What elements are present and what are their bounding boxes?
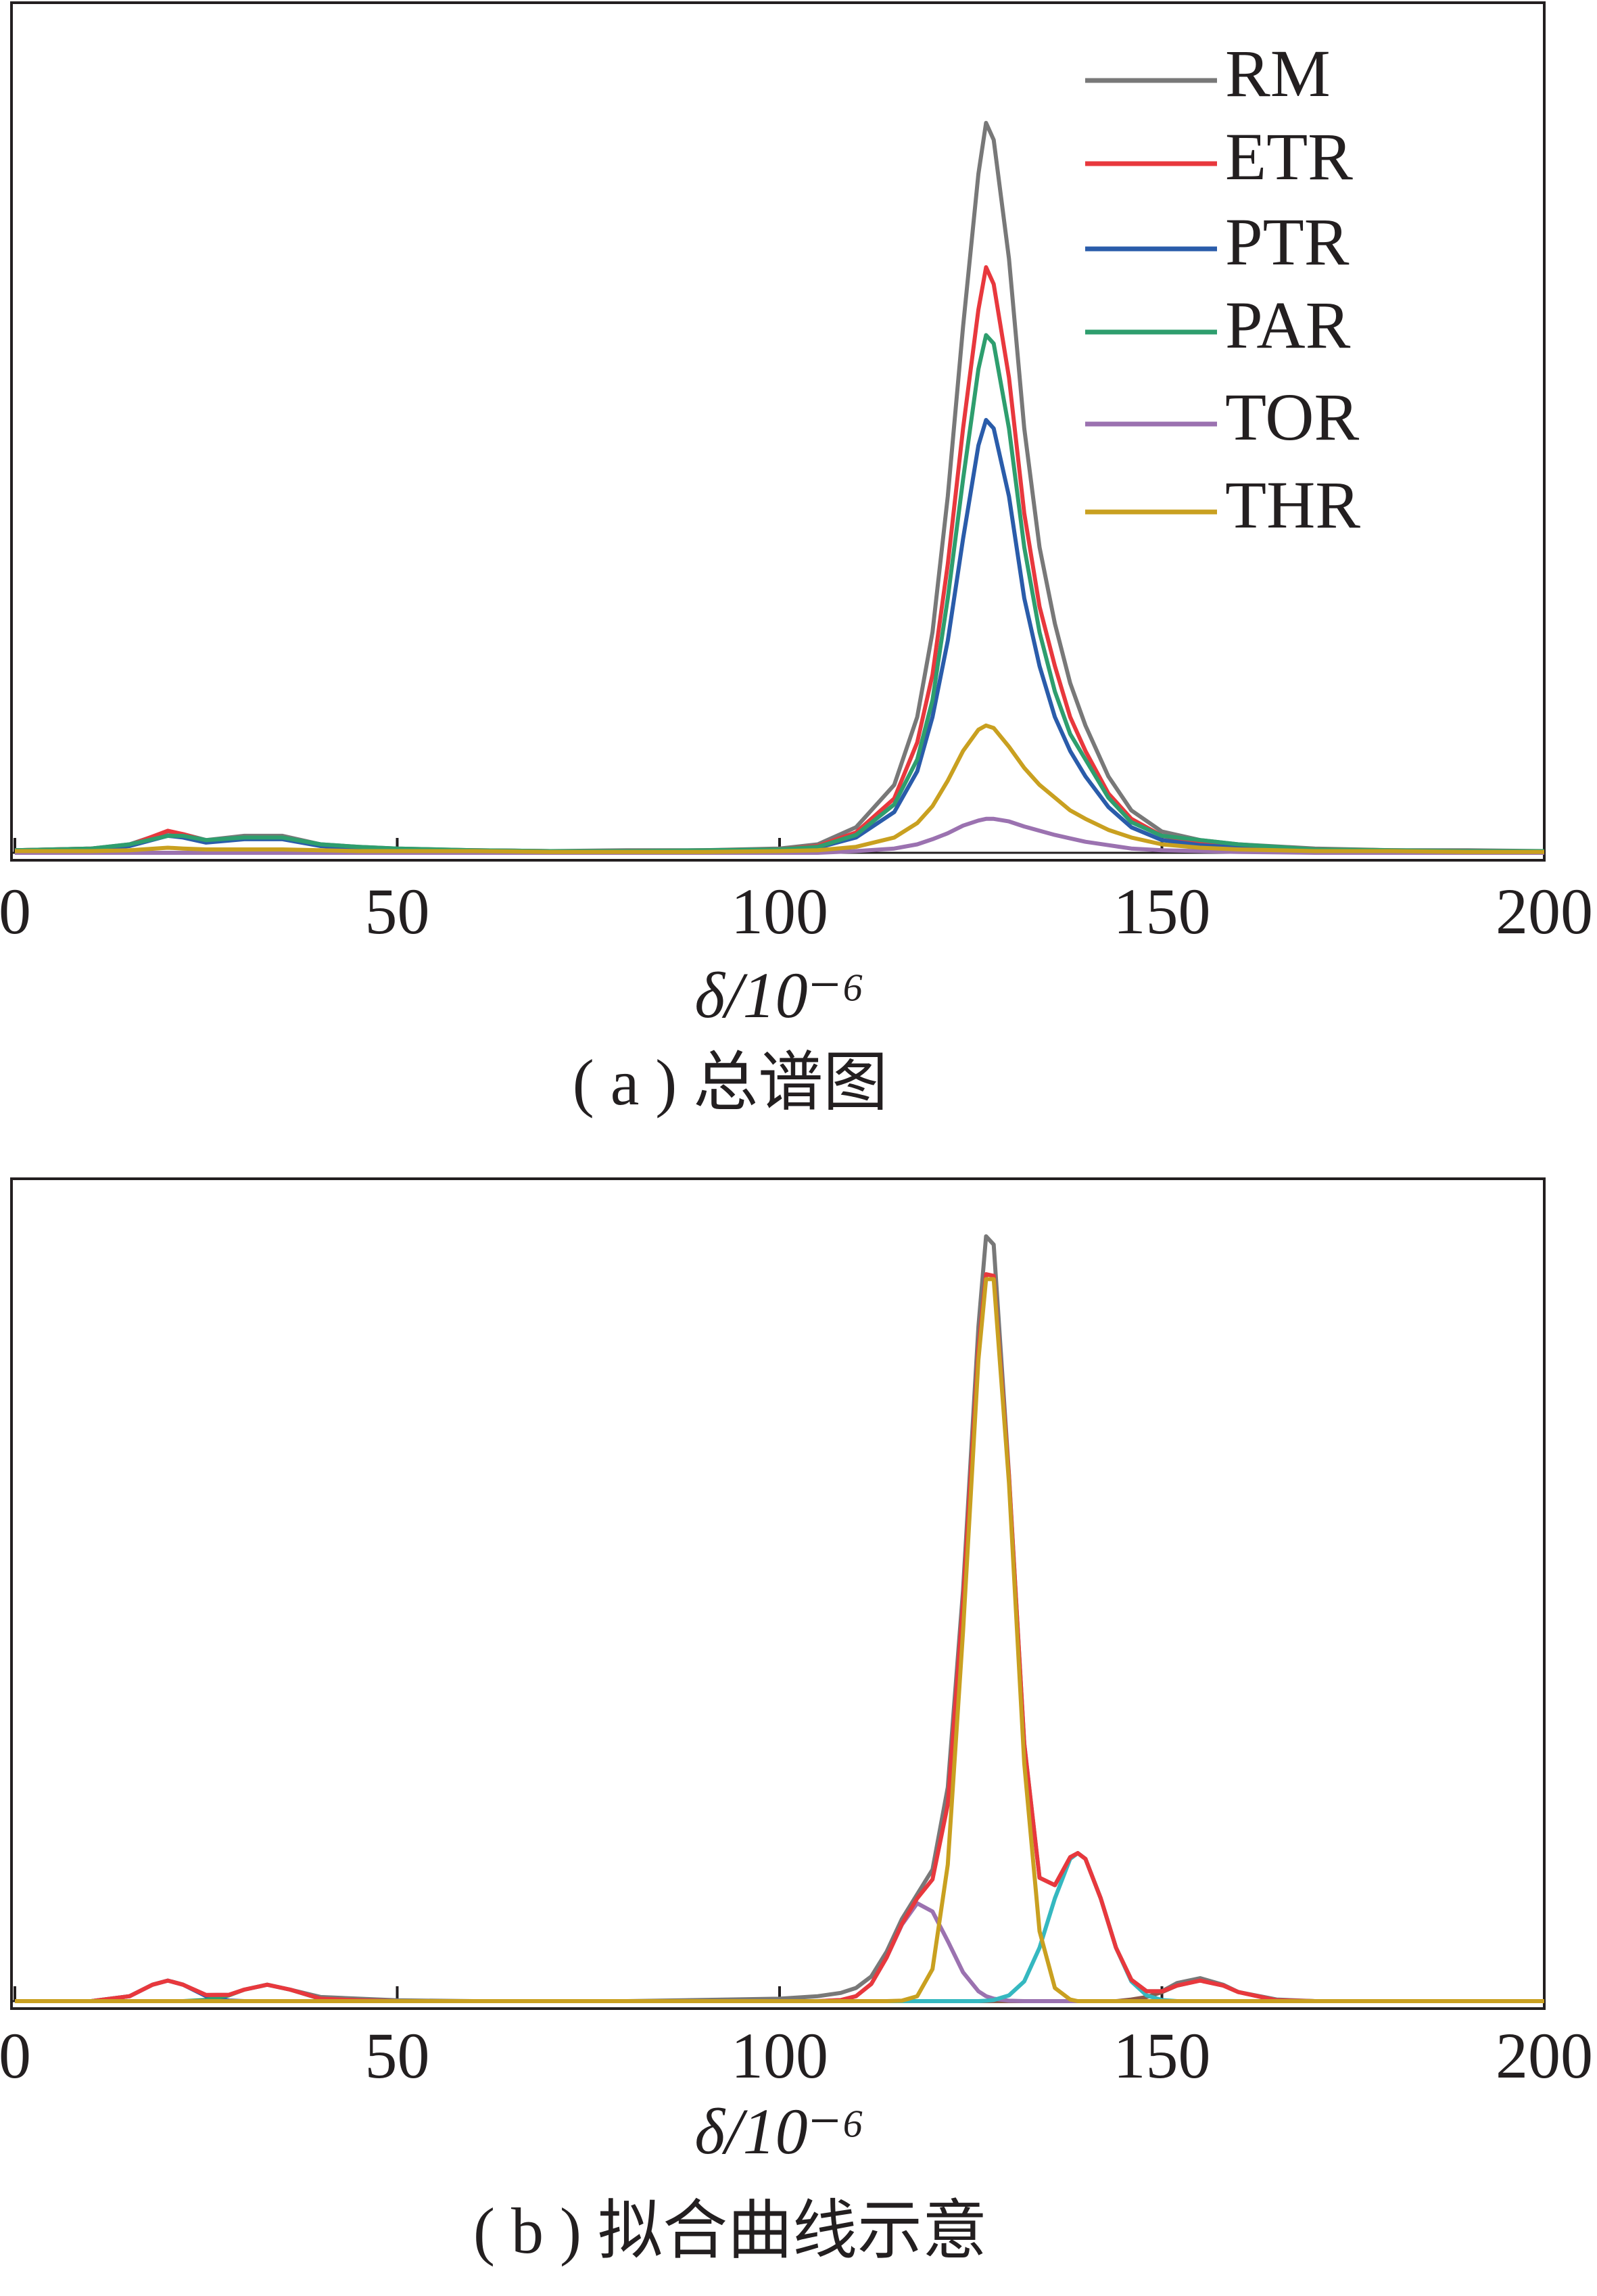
- legend-label: RM: [1225, 36, 1331, 111]
- plot-frame: [10, 1, 1546, 862]
- caption: ( a ) 总谱图: [573, 1046, 888, 1119]
- x-tick-label: 50: [365, 2019, 430, 2092]
- x-tick-label: 0: [0, 875, 31, 947]
- x-tick-label: 100: [731, 875, 828, 947]
- x-tick-label: 200: [1496, 875, 1593, 947]
- x-tick-label: 100: [731, 2019, 828, 2092]
- x-tick-label: 150: [1114, 875, 1211, 947]
- x-axis-label: δ/10⁻⁶: [694, 959, 864, 1031]
- series-line: [14, 333, 1544, 853]
- x-tick-label: 150: [1114, 2019, 1211, 2092]
- x-tick-label: 200: [1496, 2019, 1593, 2092]
- caption: ( b ) 拟合曲线示意: [473, 2195, 987, 2267]
- x-tick-label: 50: [365, 875, 430, 947]
- series-line: [15, 1272, 1544, 2003]
- legend-label: TOR: [1225, 379, 1359, 454]
- legend-label: PTR: [1225, 204, 1350, 279]
- plot-frame: [10, 1177, 1546, 2010]
- legend-label: ETR: [1225, 119, 1353, 194]
- series-line: [15, 1277, 1544, 2003]
- series-line: [15, 816, 1544, 855]
- x-tick-label: 0: [0, 2019, 31, 2092]
- series-line: [15, 1851, 1544, 2003]
- x-axis-label: δ/10⁻⁶: [694, 2095, 864, 2168]
- series-line: [15, 1234, 1544, 2003]
- series-line: [15, 723, 1544, 854]
- legend-label: PAR: [1225, 287, 1351, 362]
- legend-label: THR: [1225, 467, 1360, 542]
